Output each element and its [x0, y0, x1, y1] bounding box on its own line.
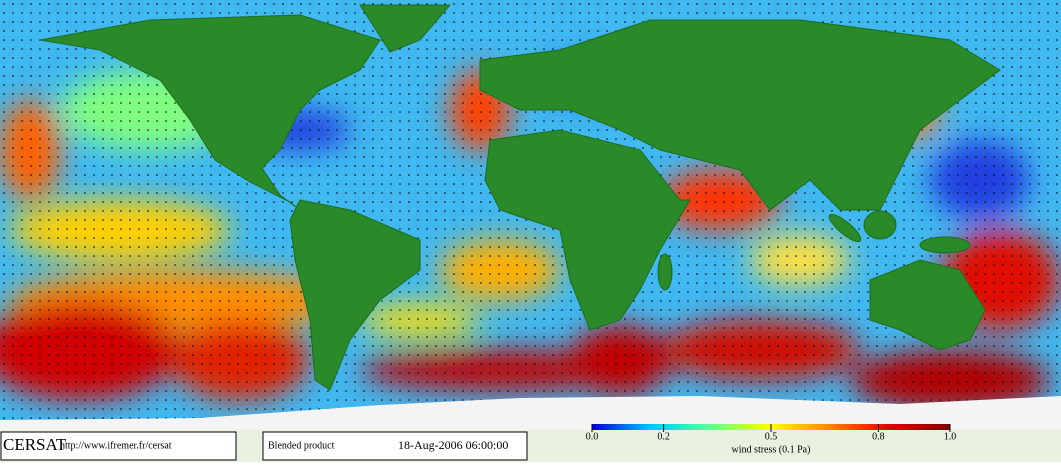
timestamp: 18-Aug-2006 06:00:00 — [398, 438, 508, 452]
colorbar-tick-label: 0.0 — [586, 431, 599, 442]
url: http://www.ifremer.fr/cersat — [60, 440, 172, 451]
australia — [869, 259, 986, 351]
eurasia — [479, 19, 1001, 211]
colorbar-tick-label: 1.0 — [944, 431, 957, 442]
madagascar — [657, 253, 673, 291]
greenland — [359, 4, 452, 53]
south-america — [289, 199, 421, 391]
africa — [484, 129, 691, 331]
antarctica — [0, 396, 1061, 430]
logo-box — [0, 431, 237, 461]
product: Blended product — [268, 440, 335, 451]
sumatra — [828, 213, 862, 243]
colorbar-tick-label: 0.8 — [872, 431, 885, 442]
land — [39, 4, 1001, 391]
product-box — [262, 431, 528, 461]
colorbar-label: wind stress (0.1 Pa) — [732, 444, 811, 455]
north-america — [39, 14, 381, 211]
colorbar-tick-label: 0.2 — [657, 431, 670, 442]
borneo — [863, 210, 897, 240]
new-guinea — [919, 236, 971, 254]
colorbar-tick-label: 0.5 — [765, 431, 778, 442]
logo: CERSAT — [3, 435, 67, 454]
